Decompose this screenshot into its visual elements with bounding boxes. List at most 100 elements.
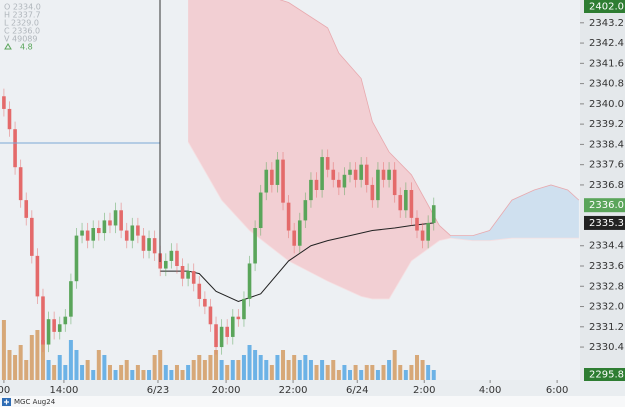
cloud-upper-edge (450, 184, 580, 237)
candle-body (320, 157, 324, 190)
y-tick-label: 2332.0 (589, 302, 624, 313)
candle-body (331, 169, 336, 180)
y-tick-label: 2331.2 (589, 322, 624, 333)
candle-body (169, 250, 174, 261)
candle-body (325, 157, 330, 170)
axes: 2343.2 2342.4 2341.6 2340.8 2340.0 2339.2 2338… (0, 0, 625, 396)
volume-bar (18, 345, 23, 380)
ohlc-legend: O 2334.0 H 2337.7 L 2329.0 C 2336.0 V 49… (4, 3, 41, 52)
candle-body (208, 306, 213, 325)
candle-body (230, 316, 235, 337)
volume-bar (308, 360, 313, 380)
candle-body (130, 225, 135, 241)
base-price-label: 2335.3 (589, 218, 624, 229)
y-tick-label: 2333.6 (589, 261, 624, 272)
symbol-label[interactable]: MGC Aug24 (14, 398, 56, 406)
volume-bar (253, 350, 258, 380)
candle-body (415, 217, 419, 231)
volume-bar (13, 355, 18, 380)
candle-body (286, 202, 291, 231)
cloud-lower-edge (187, 141, 451, 300)
y-tick-label: 2342.4 (589, 38, 624, 49)
candle-body (152, 238, 157, 254)
volume-bar (409, 365, 414, 380)
candle-body (309, 179, 313, 201)
candle-body (426, 222, 430, 241)
volume-bar (314, 365, 319, 380)
candle-body (91, 228, 96, 241)
y-tick-label: 2338.4 (589, 139, 624, 150)
y-tick-label: 2337.6 (589, 160, 624, 171)
volume-bar (152, 355, 157, 380)
volume-bar (275, 355, 280, 380)
change-icon (4, 43, 12, 50)
legend-low: L 2329.0 (4, 19, 39, 28)
volume-bar (420, 360, 425, 380)
candle-body (253, 228, 257, 264)
x-tick-label: 20:00 (212, 385, 241, 396)
x-tick-label: 6/23 (147, 385, 169, 396)
candle-body (108, 220, 112, 226)
candle-body (13, 129, 17, 168)
tab-bar (0, 396, 625, 407)
candle-body (180, 266, 185, 279)
y-tick-label: 2340.0 (589, 99, 624, 110)
volume-bar (85, 360, 90, 380)
candle-body (7, 108, 12, 130)
volume-bar (247, 345, 252, 380)
price-axis (580, 0, 625, 380)
volume-bar (119, 365, 124, 380)
volume-bar (426, 365, 431, 380)
volume-bar (68, 340, 73, 380)
candle-body (85, 230, 90, 241)
scale-top-label: 2402.0 (589, 2, 624, 13)
volume-bar (80, 365, 85, 380)
candle-body (186, 271, 190, 279)
candle-body (214, 324, 218, 348)
volume-bar (141, 370, 146, 380)
candle-body (364, 164, 369, 185)
volume-bar (258, 355, 263, 380)
base-price-box (584, 215, 625, 230)
volume-bar (169, 370, 174, 380)
x-tick-label: 00 (0, 385, 10, 396)
candle-body (431, 205, 436, 223)
volume-bar (35, 330, 40, 380)
volume-bar (398, 365, 403, 380)
cloud-fill (450, 184, 579, 241)
volume-bar (241, 355, 246, 380)
volume-bar (52, 365, 57, 380)
candle-body (342, 174, 347, 188)
symbol-tab[interactable]: MGC Aug24 (2, 398, 56, 406)
volume-bar (191, 360, 196, 380)
volume-bar (359, 370, 364, 380)
candle-body (381, 169, 386, 180)
x-tick-label: 4:00 (479, 385, 501, 396)
scale-bottom-label: 2295.8 (589, 370, 624, 381)
x-tick-label: 22:00 (279, 385, 308, 396)
candle-body (35, 255, 40, 297)
candle-body (281, 159, 285, 203)
volume-bar (348, 370, 353, 380)
candle-body (376, 169, 380, 201)
candle-body (392, 169, 397, 196)
candle-body (2, 96, 6, 109)
volume-bar (375, 370, 380, 380)
volume-bar (74, 350, 79, 380)
legend-high: H 2337.7 (4, 11, 41, 20)
volume-bar (46, 360, 51, 380)
candle-body (147, 238, 151, 251)
volume-bar (124, 360, 129, 380)
candle-body (63, 316, 68, 325)
candle-body (30, 217, 34, 256)
candle-body (18, 167, 23, 201)
x-tick-label: 14:00 (50, 385, 79, 396)
x-tick-label: 6:00 (546, 385, 568, 396)
volume-bar (1, 320, 6, 380)
volume-bar (174, 365, 179, 380)
candle-body (420, 230, 425, 241)
last-price-label: 2336.0 (589, 200, 624, 211)
candle-body (113, 210, 118, 226)
volume-bar (107, 365, 112, 380)
cloud-upper-edge (279, 0, 451, 236)
